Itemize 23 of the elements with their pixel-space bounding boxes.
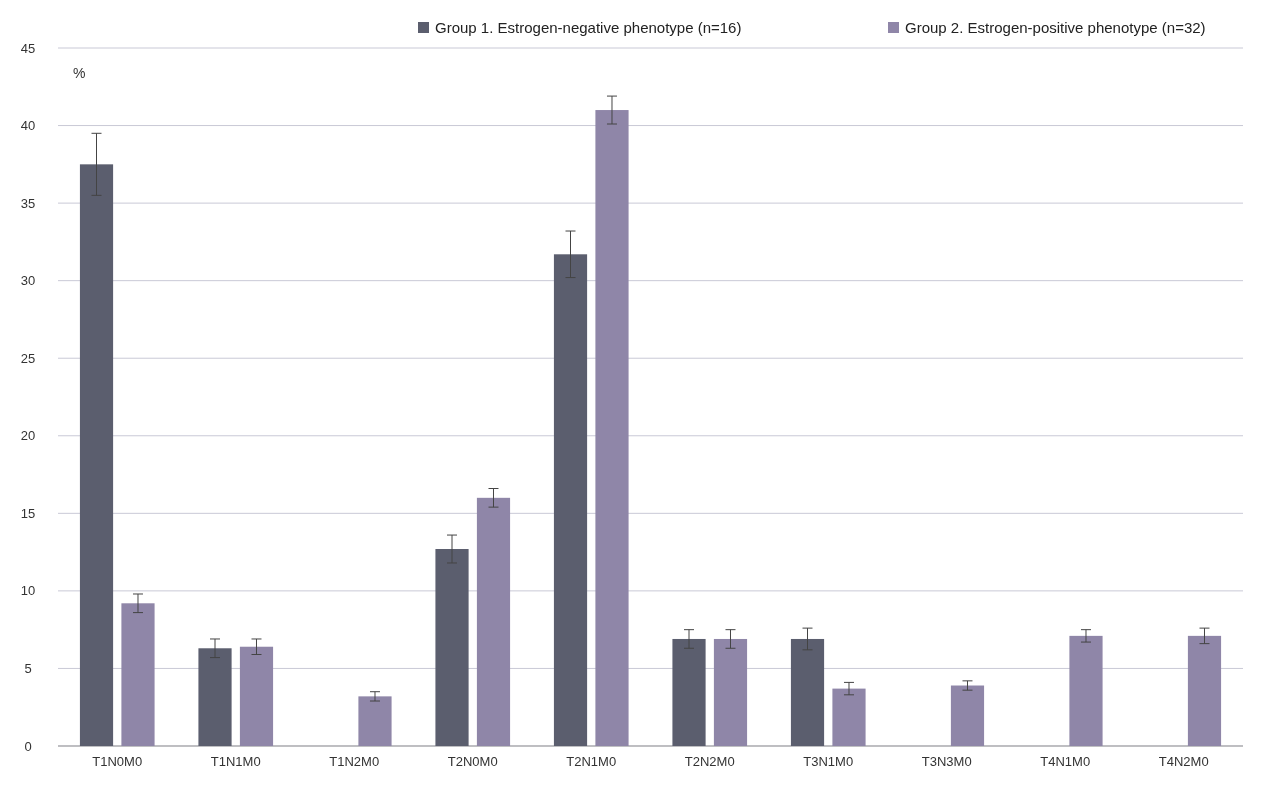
x-tick-label: T3N1M0 [803, 754, 854, 769]
legend-label: Group 1. Estrogen-negative phenotype (n=16) [435, 19, 742, 37]
y-tick-label: 30 [20, 273, 36, 289]
x-tick-label: T3N3M0 [921, 754, 972, 769]
y-tick-label: 20 [20, 428, 36, 444]
x-tick-label: T2N0M0 [447, 754, 498, 769]
x-tick-label: T2N2M0 [684, 754, 735, 769]
y-tick-label: 15 [20, 505, 36, 521]
y-axis-title: % [73, 65, 86, 81]
x-tick-label: T2N1M0 [566, 754, 617, 769]
y-tick-label: 5 [24, 660, 32, 676]
y-tick-label: 35 [20, 195, 36, 211]
x-tick-label: T1N2M0 [329, 754, 380, 769]
x-tick-label: T1N0M0 [92, 754, 143, 769]
x-tick-label: T1N1M0 [210, 754, 261, 769]
y-tick-label: 0 [24, 738, 32, 754]
x-tick-label: T4N1M0 [1040, 754, 1091, 769]
x-tick-label: T4N2M0 [1158, 754, 1209, 769]
y-tick-label: 25 [20, 350, 36, 366]
y-tick-label: 45 [20, 40, 36, 56]
legend-label: Group 2. Estrogen-positive phenotype (n=32) [905, 19, 1206, 37]
y-tick-label: 40 [20, 118, 36, 134]
y-tick-label: 10 [20, 583, 36, 599]
